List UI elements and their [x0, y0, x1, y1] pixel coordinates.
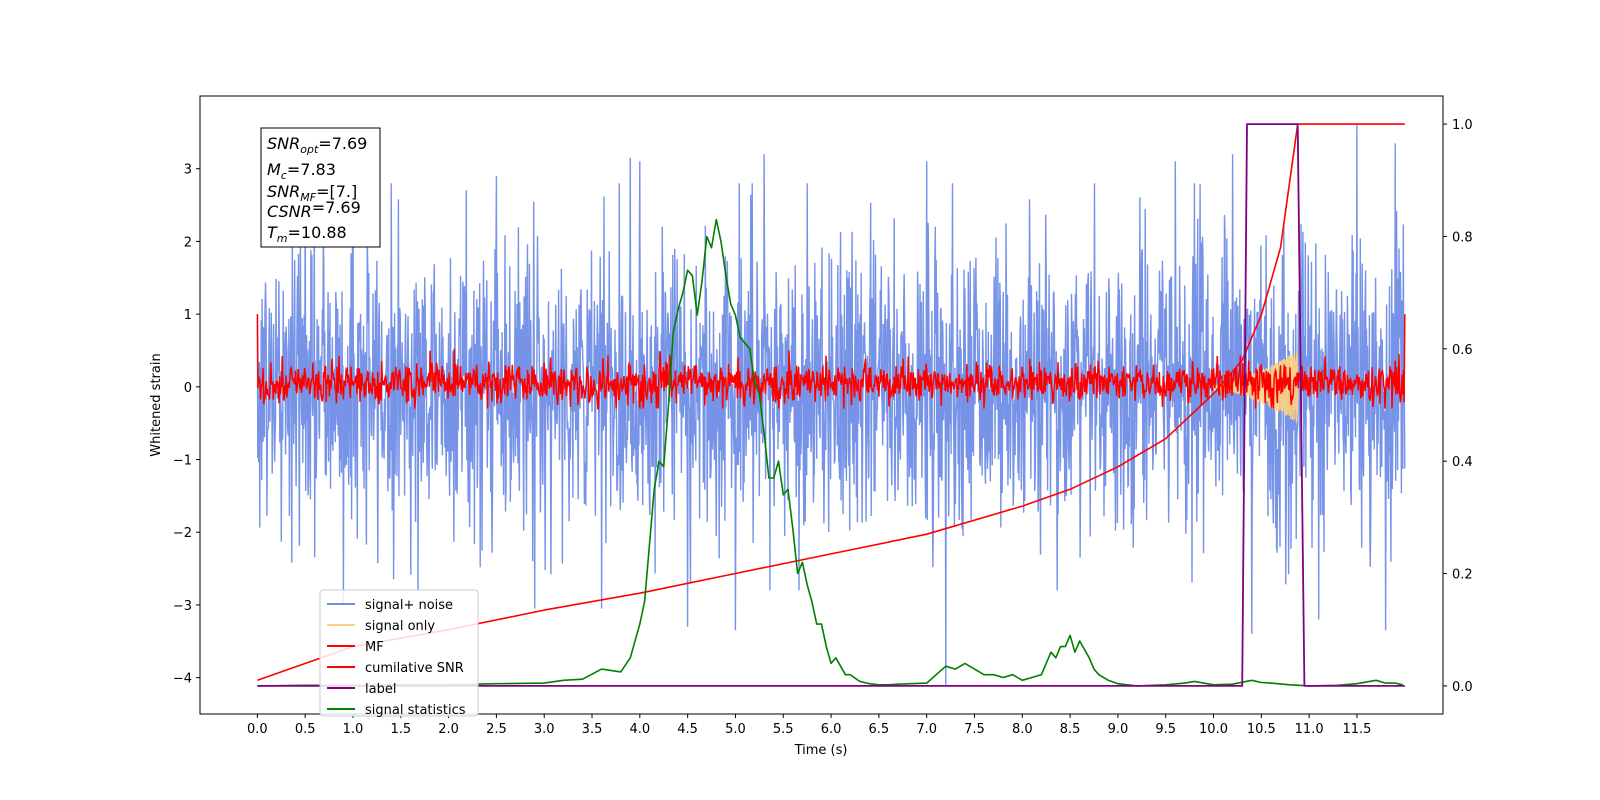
y-tick-right-label: 0.0 — [1452, 680, 1473, 695]
legend-label: signal statistics — [365, 703, 466, 718]
y-tick-label: 3 — [184, 163, 192, 178]
legend-label: signal+ noise — [365, 598, 453, 613]
x-tick-label: 1.5 — [390, 722, 411, 737]
info-line-snr-mf: SNRMF=[7.] — [267, 182, 357, 204]
y-axis-label: Whitened strain — [149, 353, 164, 456]
y-tick-label: −4 — [173, 672, 192, 687]
y-tick-label: −2 — [173, 526, 192, 541]
x-tick-label: 6.0 — [821, 722, 842, 737]
legend-item: signal+ noise — [327, 598, 453, 613]
legend-item: cumilative SNR — [327, 661, 464, 676]
plot-area — [256, 123, 1406, 687]
info-line-mc: Mc=7.83 — [267, 160, 336, 182]
x-tick-label: 7.0 — [916, 722, 937, 737]
legend-item: label — [327, 682, 396, 697]
x-tick-label: 7.5 — [964, 722, 985, 737]
legend-item: signal statistics — [327, 703, 466, 718]
series-cumulative-snr — [257, 123, 1405, 682]
info-line-tm: Tm=10.88 — [267, 223, 347, 245]
x-tick-label: 4.0 — [629, 722, 650, 737]
y-tick-right-label: 0.8 — [1452, 230, 1473, 245]
series-signal-noise — [256, 125, 1406, 685]
x-tick-label: 2.0 — [438, 722, 459, 737]
x-tick-label: 8.5 — [1060, 722, 1081, 737]
y-tick-label: 1 — [184, 308, 192, 323]
x-tick-label: 5.5 — [773, 722, 794, 737]
legend-label: cumilative SNR — [365, 661, 464, 676]
x-axis: 0.0 0.5 1.0 1.5 2.0 2.5 3.0 3.5 4.0 4.5 5.0 5.5 6.0 6… — [247, 714, 1371, 737]
y-tick-right-label: 1.0 — [1452, 118, 1473, 133]
series-label — [257, 123, 1405, 687]
x-tick-label: 3.5 — [582, 722, 603, 737]
x-tick-label: 3.0 — [534, 722, 555, 737]
y-tick-label: −3 — [173, 599, 192, 614]
x-axis-label: Time (s) — [794, 743, 848, 758]
y-tick-label: 2 — [184, 235, 192, 250]
info-box-frame — [260, 127, 381, 248]
x-tick-label: 0.5 — [295, 722, 316, 737]
y-tick-label: −1 — [173, 454, 192, 469]
x-tick-label: 10.0 — [1199, 722, 1228, 737]
series-mf — [256, 314, 1406, 410]
info-line-csnr: CSNR=7.69 — [267, 198, 361, 221]
series-signal-statistics — [257, 218, 1403, 687]
x-tick-label: 0.0 — [247, 722, 268, 737]
x-tick-label: 9.5 — [1155, 722, 1176, 737]
legend-item: signal only — [327, 619, 435, 634]
x-tick-label: 5.0 — [725, 722, 746, 737]
y-axis-right: 1.0 0.8 0.6 0.4 0.2 0.0 — [1443, 118, 1473, 695]
info-box: SNRopt=7.69 Mc=7.83 SNRMF=[7.] CSNR=7.69… — [260, 127, 381, 248]
x-tick-label: 6.5 — [869, 722, 890, 737]
legend-frame — [319, 589, 479, 717]
x-tick-label: 2.5 — [486, 722, 507, 737]
y-axis-left: 3 2 1 0 −1 −2 −3 −4 — [173, 163, 200, 687]
y-tick-right-label: 0.6 — [1452, 343, 1473, 358]
x-tick-label: 11.0 — [1295, 722, 1324, 737]
x-tick-label: 10.5 — [1247, 722, 1276, 737]
y-tick-label: 0 — [184, 381, 192, 396]
x-tick-label: 8.0 — [1012, 722, 1033, 737]
plot-frame — [199, 95, 1444, 715]
y-tick-right-label: 0.2 — [1452, 568, 1473, 583]
x-tick-label: 11.5 — [1342, 722, 1371, 737]
legend-label: MF — [365, 640, 384, 655]
info-line-snr-opt: SNRopt=7.69 — [267, 134, 367, 156]
y-tick-right-label: 0.4 — [1452, 455, 1473, 470]
x-tick-label: 9.0 — [1108, 722, 1129, 737]
legend-label: signal only — [365, 619, 435, 634]
legend-item: MF — [327, 640, 384, 655]
x-tick-label: 4.5 — [677, 722, 698, 737]
x-tick-label: 1.0 — [343, 722, 364, 737]
legend-label: label — [365, 682, 396, 697]
legend: signal+ noise signal only MF cumilative … — [319, 589, 479, 718]
